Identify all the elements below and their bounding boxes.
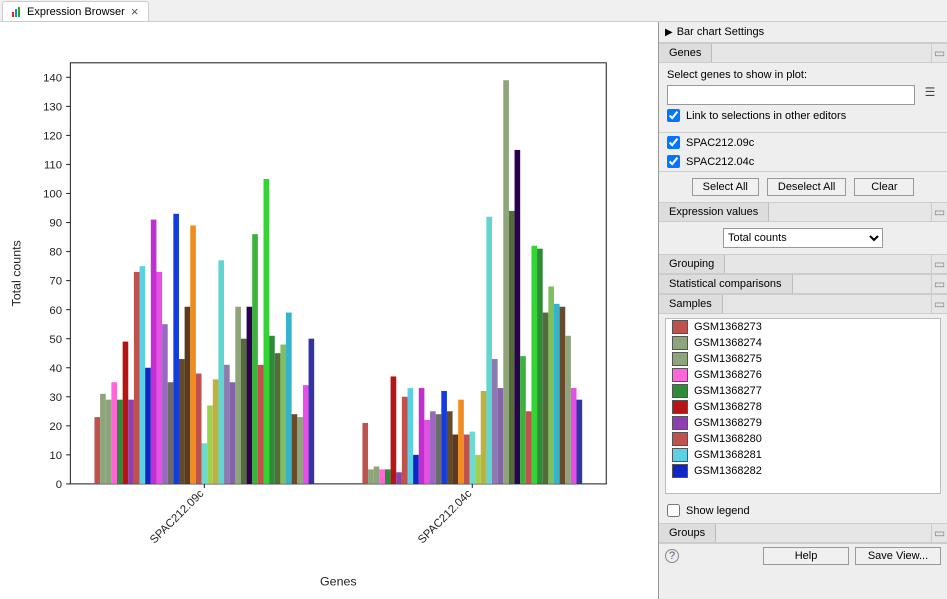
close-icon[interactable]: ×	[129, 5, 141, 18]
link-selections-checkbox[interactable]: Link to selections in other editors	[667, 109, 939, 122]
section-expression-values[interactable]: Expression values ▭	[659, 202, 947, 222]
section-genes[interactable]: Genes ▭	[659, 43, 947, 63]
svg-text:70: 70	[49, 276, 62, 288]
chart-area: 0 10 20 30 40 50 60 70 80 90 100 110 120 130 140 Total …	[0, 22, 658, 599]
expand-icon[interactable]: ▭	[931, 524, 947, 542]
settings-title: Bar chart Settings	[677, 26, 764, 38]
sample-row[interactable]: GSM1368277	[666, 383, 940, 399]
help-button[interactable]: Help	[763, 547, 849, 565]
sample-swatch	[672, 352, 688, 366]
select-all-button[interactable]: Select All	[692, 178, 759, 196]
section-groups[interactable]: Groups ▭	[659, 523, 947, 543]
gene-item[interactable]: SPAC212.04c	[659, 152, 947, 171]
minimize-icon[interactable]: ▭	[931, 44, 947, 62]
sample-row[interactable]: GSM1368276	[666, 367, 940, 383]
svg-text:20: 20	[49, 421, 62, 433]
minimize-icon[interactable]: ▭	[931, 295, 947, 313]
svg-text:Genes: Genes	[320, 574, 357, 588]
gene-search-input[interactable]	[667, 85, 915, 105]
sample-label: GSM1368274	[694, 337, 762, 349]
deselect-all-button[interactable]: Deselect All	[767, 178, 846, 196]
svg-text:30: 30	[49, 392, 62, 404]
sample-row[interactable]: GSM1368275	[666, 351, 940, 367]
svg-text:0: 0	[56, 479, 62, 491]
tab-title: Expression Browser	[27, 6, 125, 18]
sample-swatch	[672, 336, 688, 350]
sample-label: GSM1368278	[694, 401, 762, 413]
gene-checkbox[interactable]	[667, 136, 680, 149]
svg-text:140: 140	[43, 72, 62, 84]
sample-swatch	[672, 368, 688, 382]
sample-label: GSM1368276	[694, 369, 762, 381]
sample-row[interactable]: GSM1368280	[666, 431, 940, 447]
settings-panel: ▶ Bar chart Settings Genes ▭ Select gene…	[659, 22, 947, 599]
sample-row[interactable]: GSM1368278	[666, 399, 940, 415]
svg-text:130: 130	[43, 102, 62, 114]
sample-swatch	[672, 416, 688, 430]
section-samples[interactable]: Samples ▭	[659, 294, 947, 314]
sample-swatch	[672, 320, 688, 334]
clear-button[interactable]: Clear	[854, 178, 914, 196]
samples-list[interactable]: GSM1368273 GSM1368274 GSM1368275 GSM1368276…	[665, 318, 941, 494]
sample-label: GSM1368281	[694, 449, 762, 461]
svg-text:Total counts: Total counts	[10, 240, 24, 306]
svg-text:60: 60	[49, 305, 62, 317]
sample-swatch	[672, 384, 688, 398]
gene-checkbox[interactable]	[667, 155, 680, 168]
gene-item[interactable]: SPAC212.09c	[659, 133, 947, 152]
collapse-icon[interactable]: ▶	[665, 27, 673, 38]
section-stat-comparisons[interactable]: Statistical comparisons ▭	[659, 274, 947, 294]
minimize-icon[interactable]: ▭	[931, 203, 947, 221]
gene-label: SPAC212.04c	[686, 156, 754, 168]
gene-label: SPAC212.09c	[686, 137, 754, 149]
sample-label: GSM1368279	[694, 417, 762, 429]
expand-icon[interactable]: ▭	[931, 275, 947, 293]
sample-swatch	[672, 464, 688, 478]
svg-text:SPAC212.09c: SPAC212.09c	[148, 488, 207, 547]
svg-text:10: 10	[49, 450, 62, 462]
select-genes-label: Select genes to show in plot:	[667, 69, 939, 81]
svg-text:110: 110	[44, 160, 62, 172]
svg-text:80: 80	[49, 247, 62, 259]
sample-swatch	[672, 432, 688, 446]
sample-row[interactable]: GSM1368279	[666, 415, 940, 431]
svg-text:90: 90	[49, 218, 62, 230]
chart-icon	[11, 6, 23, 18]
sample-label: GSM1368277	[694, 385, 762, 397]
dropdown-icon[interactable]: ☰	[921, 85, 939, 105]
sample-row[interactable]: GSM1368281	[666, 447, 940, 463]
svg-text:120: 120	[43, 131, 62, 143]
settings-header: ▶ Bar chart Settings	[659, 22, 947, 43]
expression-values-select[interactable]: Total counts	[723, 228, 883, 248]
sample-label: GSM1368275	[694, 353, 762, 365]
sample-row[interactable]: GSM1368274	[666, 335, 940, 351]
sample-label: GSM1368273	[694, 321, 762, 333]
sample-row[interactable]: GSM1368273	[666, 319, 940, 335]
sample-label: GSM1368282	[694, 465, 762, 477]
sample-swatch	[672, 400, 688, 414]
help-icon[interactable]: ?	[665, 549, 679, 563]
section-grouping[interactable]: Grouping ▭	[659, 254, 947, 274]
svg-text:100: 100	[43, 189, 62, 201]
sample-label: GSM1368280	[694, 433, 762, 445]
sample-swatch	[672, 448, 688, 462]
tab-bar: Expression Browser ×	[0, 0, 947, 22]
bar-chart: 0 10 20 30 40 50 60 70 80 90 100 110 120 130 140 Total …	[0, 22, 658, 599]
show-legend-checkbox[interactable]: Show legend	[667, 504, 939, 517]
svg-text:40: 40	[49, 363, 62, 375]
tab-expression-browser[interactable]: Expression Browser ×	[2, 1, 149, 21]
bottom-bar: ? Help Save View...	[659, 543, 947, 567]
save-view-button[interactable]: Save View...	[855, 547, 941, 565]
svg-text:SPAC212.04c: SPAC212.04c	[416, 488, 475, 547]
sample-row[interactable]: GSM1368282	[666, 463, 940, 479]
svg-text:50: 50	[49, 334, 62, 346]
expand-icon[interactable]: ▭	[931, 255, 947, 273]
